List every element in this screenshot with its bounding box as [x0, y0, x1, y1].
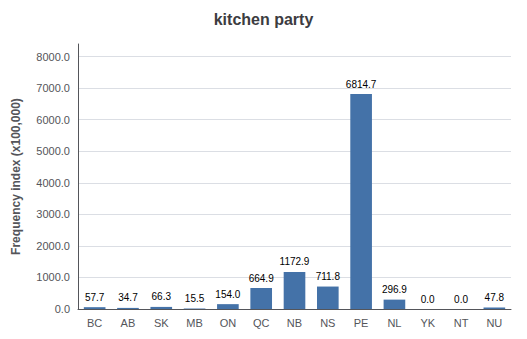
svg-text:711.8: 711.8: [316, 271, 341, 282]
svg-text:7000.0: 7000.0: [36, 82, 70, 94]
svg-text:5000.0: 5000.0: [36, 145, 70, 157]
svg-text:kitchen party: kitchen party: [214, 11, 314, 28]
svg-text:NU: NU: [486, 317, 502, 329]
svg-text:15.5: 15.5: [185, 293, 205, 304]
svg-text:SK: SK: [154, 317, 169, 329]
svg-text:AB: AB: [121, 317, 136, 329]
svg-text:8000.0: 8000.0: [36, 51, 70, 63]
svg-text:BC: BC: [87, 317, 102, 329]
svg-text:296.9: 296.9: [382, 284, 407, 295]
svg-text:3000.0: 3000.0: [36, 208, 70, 220]
svg-text:QC: QC: [253, 317, 270, 329]
svg-text:0.0: 0.0: [421, 294, 435, 305]
svg-text:6000.0: 6000.0: [36, 114, 70, 126]
svg-text:2000.0: 2000.0: [36, 240, 70, 252]
svg-text:6814.7: 6814.7: [346, 79, 377, 90]
svg-text:4000.0: 4000.0: [36, 177, 70, 189]
svg-text:YK: YK: [420, 317, 435, 329]
svg-text:NS: NS: [320, 317, 335, 329]
svg-text:NL: NL: [387, 317, 401, 329]
svg-text:664.9: 664.9: [249, 273, 274, 284]
svg-text:NT: NT: [454, 317, 469, 329]
svg-text:MB: MB: [186, 317, 203, 329]
svg-text:1000.0: 1000.0: [36, 271, 70, 283]
svg-text:47.8: 47.8: [485, 292, 505, 303]
svg-text:154.0: 154.0: [215, 289, 240, 300]
svg-text:Frequency index (x100,000): Frequency index (x100,000): [9, 98, 23, 255]
svg-text:57.7: 57.7: [85, 292, 105, 303]
svg-text:PE: PE: [354, 317, 369, 329]
svg-text:0.0: 0.0: [454, 294, 468, 305]
svg-text:34.7: 34.7: [118, 292, 138, 303]
svg-text:0.0: 0.0: [55, 303, 70, 315]
svg-text:NB: NB: [287, 317, 302, 329]
svg-text:1172.9: 1172.9: [280, 256, 310, 267]
svg-text:66.3: 66.3: [152, 291, 172, 302]
svg-text:ON: ON: [220, 317, 237, 329]
